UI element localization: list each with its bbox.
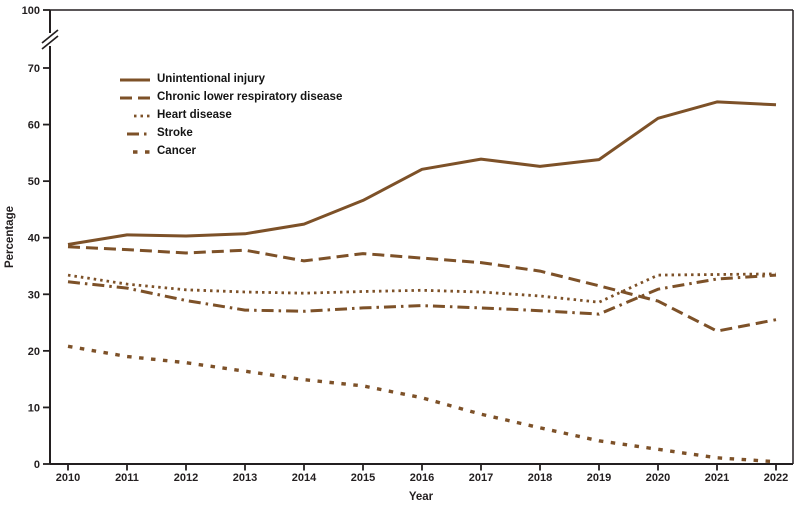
x-tick-label: 2018: [528, 472, 552, 484]
legend-label: Stroke: [157, 127, 193, 140]
y-tick-label: 40: [28, 233, 40, 245]
y-tick-label-top: 100: [22, 5, 40, 17]
y-tick-label: 70: [28, 63, 40, 75]
legend-swatch-dotted-line: [134, 114, 150, 118]
series-line-chronic-lower-respiratory-disease: [67, 245, 777, 333]
axis-break-slash: [41, 29, 59, 44]
legend-item-chronic-lower-respiratory-disease: Chronic lower respiratory disease: [118, 89, 342, 107]
series-lines: [67, 100, 777, 464]
y-tick-label: 20: [28, 346, 40, 358]
series-line-stroke: [67, 273, 777, 316]
axis-break-mask: [44, 33, 56, 46]
legend-label: Cancer: [157, 145, 196, 158]
axis-break-slash: [41, 35, 59, 50]
x-tick-label: 2013: [233, 472, 257, 484]
legend-swatch-dash-dot-line: [127, 132, 150, 136]
y-axis-title: Percentage: [4, 205, 16, 269]
x-tick-label: 2015: [351, 472, 375, 484]
x-tick-label: 2010: [56, 472, 80, 484]
legend: Unintentional injury Chronic lower respir…: [118, 71, 342, 161]
legend-item-heart-disease: Heart disease: [118, 107, 342, 125]
x-tick-label: 2022: [764, 472, 788, 484]
legend-swatch-square-dash-line: [133, 150, 150, 154]
x-axis-title: Year: [408, 491, 434, 503]
series-line-cancer: [67, 344, 777, 464]
legend-item-unintentional-injury: Unintentional injury: [118, 71, 342, 89]
legend-item-stroke: Stroke: [118, 125, 342, 143]
x-tick-label: 2012: [174, 472, 198, 484]
y-tick-label: 0: [34, 459, 40, 471]
x-tick-label: 2014: [292, 472, 317, 484]
x-tick-label: 2017: [469, 472, 493, 484]
y-tick-label: 30: [28, 289, 40, 301]
x-tick-label: 2020: [646, 472, 670, 484]
legend-label: Unintentional injury: [157, 73, 265, 86]
series-line-heart-disease: [67, 272, 777, 304]
legend-item-cancer: Cancer: [118, 143, 342, 161]
y-tick-label: 60: [28, 120, 40, 132]
legend-swatch-long-dash-line: [120, 96, 150, 100]
legend-label: Heart disease: [157, 109, 232, 122]
y-tick-label: 50: [28, 176, 40, 188]
y-tick-label: 10: [28, 402, 40, 414]
series-line-unintentional-injury: [67, 100, 777, 246]
x-tick-label: 2019: [587, 472, 611, 484]
legend-label: Chronic lower respiratory disease: [157, 91, 343, 104]
x-tick-label: 2016: [410, 472, 434, 484]
legend-swatch-solid-line: [120, 78, 150, 82]
x-tick-label: 2021: [705, 472, 729, 484]
x-tick-label: 2011: [115, 472, 139, 484]
